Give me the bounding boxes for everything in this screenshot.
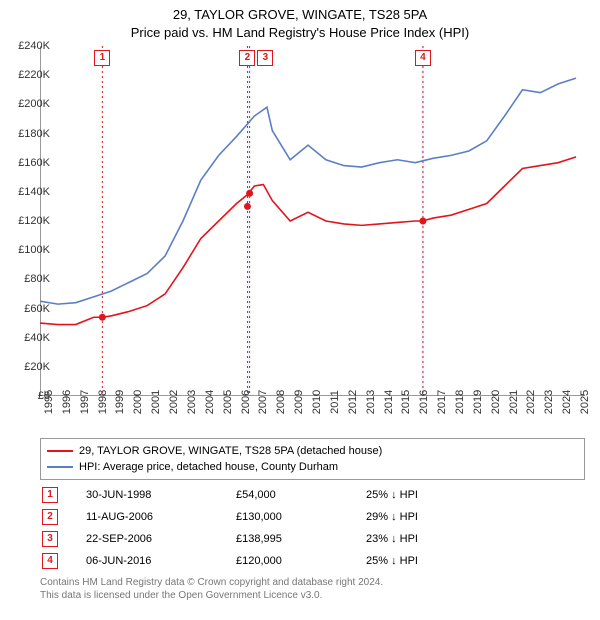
x-tick-label: 1998 xyxy=(97,390,109,414)
x-tick-label: 1999 xyxy=(114,390,126,414)
legend-swatch xyxy=(47,466,73,468)
x-tick-label: 2001 xyxy=(150,390,162,414)
x-tick-label: 2015 xyxy=(400,390,412,414)
chart-marker-box: 2 xyxy=(239,50,255,66)
transaction-date: 22-SEP-2006 xyxy=(86,533,236,545)
y-tick-label: £220K xyxy=(10,69,50,81)
y-tick-label: £120K xyxy=(10,215,50,227)
x-tick-label: 2021 xyxy=(508,390,520,414)
x-tick-label: 2000 xyxy=(132,390,144,414)
x-tick-label: 1997 xyxy=(79,390,91,414)
transaction-row: 1 30-JUN-1998 £54,000 25% ↓ HPI xyxy=(40,484,585,506)
y-tick-label: £160K xyxy=(10,157,50,169)
transaction-table: 1 30-JUN-1998 £54,000 25% ↓ HPI 2 11-AUG… xyxy=(40,484,585,572)
transaction-row: 2 11-AUG-2006 £130,000 29% ↓ HPI xyxy=(40,506,585,528)
y-tick-label: £40K xyxy=(10,332,50,344)
transaction-marker-box: 3 xyxy=(42,531,58,547)
x-tick-label: 2017 xyxy=(436,390,448,414)
y-tick-label: £60K xyxy=(10,303,50,315)
x-tick-label: 2020 xyxy=(490,390,502,414)
title-address: 29, TAYLOR GROVE, WINGATE, TS28 5PA xyxy=(0,6,600,24)
transaction-marker-box: 4 xyxy=(42,553,58,569)
transaction-price: £130,000 xyxy=(236,511,366,523)
x-tick-label: 2025 xyxy=(579,390,591,414)
transaction-hpi-delta: 25% ↓ HPI xyxy=(366,489,418,501)
x-tick-label: 2013 xyxy=(365,390,377,414)
x-tick-label: 2012 xyxy=(347,390,359,414)
transaction-date: 06-JUN-2016 xyxy=(86,555,236,567)
legend-row: HPI: Average price, detached house, Coun… xyxy=(47,459,578,475)
y-tick-label: £180K xyxy=(10,128,50,140)
x-tick-label: 2007 xyxy=(257,390,269,414)
transaction-hpi-delta: 29% ↓ HPI xyxy=(366,511,418,523)
y-tick-label: £100K xyxy=(10,244,50,256)
title-block: 29, TAYLOR GROVE, WINGATE, TS28 5PA Pric… xyxy=(0,0,600,41)
transaction-marker-box: 2 xyxy=(42,509,58,525)
chart-svg xyxy=(40,46,585,396)
x-tick-label: 2011 xyxy=(329,390,341,414)
y-tick-label: £20K xyxy=(10,361,50,373)
y-tick-label: £80K xyxy=(10,273,50,285)
transaction-row: 4 06-JUN-2016 £120,000 25% ↓ HPI xyxy=(40,550,585,572)
x-tick-label: 2022 xyxy=(525,390,537,414)
transaction-hpi-delta: 23% ↓ HPI xyxy=(366,533,418,545)
legend-label: HPI: Average price, detached house, Coun… xyxy=(79,461,338,473)
transaction-price: £120,000 xyxy=(236,555,366,567)
transaction-marker-box: 1 xyxy=(42,487,58,503)
chart-area: 1 23 4 xyxy=(40,46,585,396)
legend: 29, TAYLOR GROVE, WINGATE, TS28 5PA (det… xyxy=(40,438,585,480)
y-tick-label: £240K xyxy=(10,40,50,52)
footer: Contains HM Land Registry data © Crown c… xyxy=(40,576,383,602)
x-tick-label: 2009 xyxy=(293,390,305,414)
x-tick-label: 2002 xyxy=(168,390,180,414)
x-tick-label: 2004 xyxy=(204,390,216,414)
y-tick-label: £140K xyxy=(10,186,50,198)
chart-marker-box: 1 xyxy=(94,50,110,66)
x-tick-label: 2016 xyxy=(418,390,430,414)
x-tick-label: 2023 xyxy=(543,390,555,414)
legend-label: 29, TAYLOR GROVE, WINGATE, TS28 5PA (det… xyxy=(79,445,382,457)
title-subtitle: Price paid vs. HM Land Registry's House … xyxy=(0,24,600,42)
x-tick-label: 2003 xyxy=(186,390,198,414)
legend-row: 29, TAYLOR GROVE, WINGATE, TS28 5PA (det… xyxy=(47,443,578,459)
x-tick-label: 1995 xyxy=(43,390,55,414)
transaction-row: 3 22-SEP-2006 £138,995 23% ↓ HPI xyxy=(40,528,585,550)
x-tick-label: 1996 xyxy=(61,390,73,414)
x-tick-label: 2006 xyxy=(240,390,252,414)
x-tick-label: 2018 xyxy=(454,390,466,414)
x-tick-label: 2010 xyxy=(311,390,323,414)
chart-marker-box: 4 xyxy=(415,50,431,66)
transaction-date: 30-JUN-1998 xyxy=(86,489,236,501)
x-tick-label: 2008 xyxy=(275,390,287,414)
transaction-hpi-delta: 25% ↓ HPI xyxy=(366,555,418,567)
transaction-date: 11-AUG-2006 xyxy=(86,511,236,523)
figure: 29, TAYLOR GROVE, WINGATE, TS28 5PA Pric… xyxy=(0,0,600,620)
transaction-price: £138,995 xyxy=(236,533,366,545)
transaction-price: £54,000 xyxy=(236,489,366,501)
x-tick-label: 2005 xyxy=(222,390,234,414)
chart-marker-box: 3 xyxy=(257,50,273,66)
footer-line1: Contains HM Land Registry data © Crown c… xyxy=(40,576,383,589)
x-tick-label: 2019 xyxy=(472,390,484,414)
legend-swatch xyxy=(47,450,73,452)
footer-line2: This data is licensed under the Open Gov… xyxy=(40,589,383,602)
x-tick-label: 2014 xyxy=(383,390,395,414)
y-tick-label: £200K xyxy=(10,98,50,110)
x-tick-label: 2024 xyxy=(561,390,573,414)
